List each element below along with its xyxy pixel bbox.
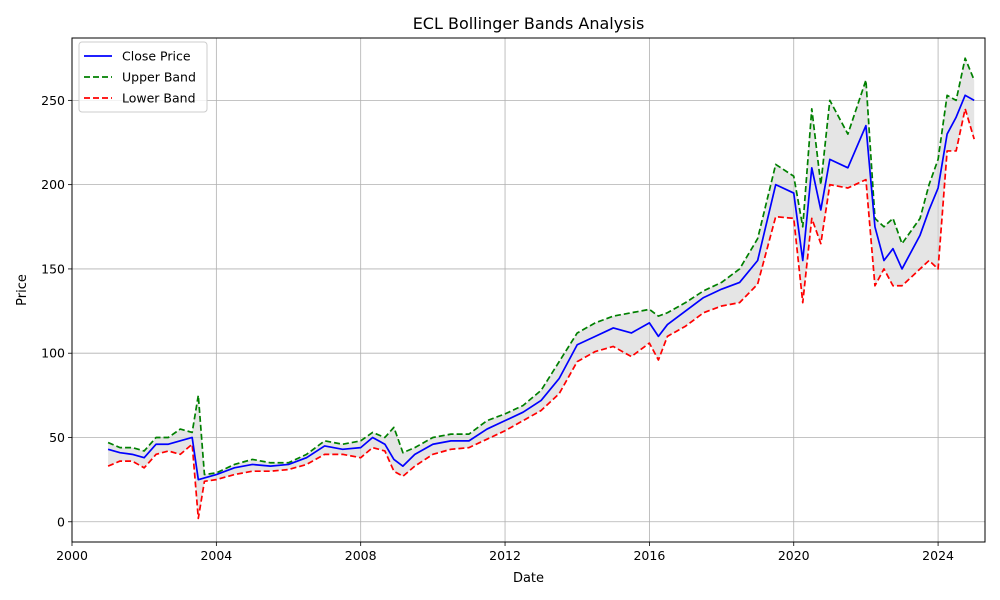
x-axis-label: Date — [513, 571, 544, 586]
band-fill — [108, 58, 975, 519]
plot-frame — [71, 37, 986, 543]
x-tick-label: 2024 — [922, 548, 954, 563]
upper-band-line — [107, 57, 975, 476]
legend-label: Upper Band — [122, 70, 196, 85]
x-axis: 2000 2004 2008 2012 2016 2020 2024 — [56, 542, 954, 563]
y-tick-label: 150 — [41, 261, 65, 276]
x-tick-label: 2004 — [200, 548, 232, 563]
y-tick-label: 100 — [41, 346, 65, 361]
x-tick-label: 2020 — [778, 548, 810, 563]
legend: Close Price Upper Band Lower Band — [78, 41, 208, 113]
y-tick-label: 200 — [41, 177, 65, 192]
y-tick-label: 250 — [41, 93, 65, 108]
y-axis-label: Price — [15, 274, 30, 306]
close-price-line — [107, 94, 975, 481]
grid — [71, 38, 985, 542]
legend-box — [78, 41, 208, 113]
legend-label: Lower Band — [122, 91, 196, 106]
x-tick-label: 2008 — [345, 548, 377, 563]
y-tick-label: 0 — [57, 514, 65, 529]
series-lines — [107, 57, 975, 520]
y-axis: 0 50 100 150 200 250 — [41, 93, 72, 529]
chart-title: ECL Bollinger Bands Analysis — [413, 14, 645, 33]
legend-label: Close Price — [122, 49, 191, 64]
lower-band-line — [107, 107, 975, 520]
x-tick-label: 2016 — [633, 548, 665, 563]
x-tick-label: 2000 — [56, 548, 88, 563]
x-tick-label: 2012 — [489, 548, 521, 563]
y-tick-label: 50 — [49, 430, 65, 445]
